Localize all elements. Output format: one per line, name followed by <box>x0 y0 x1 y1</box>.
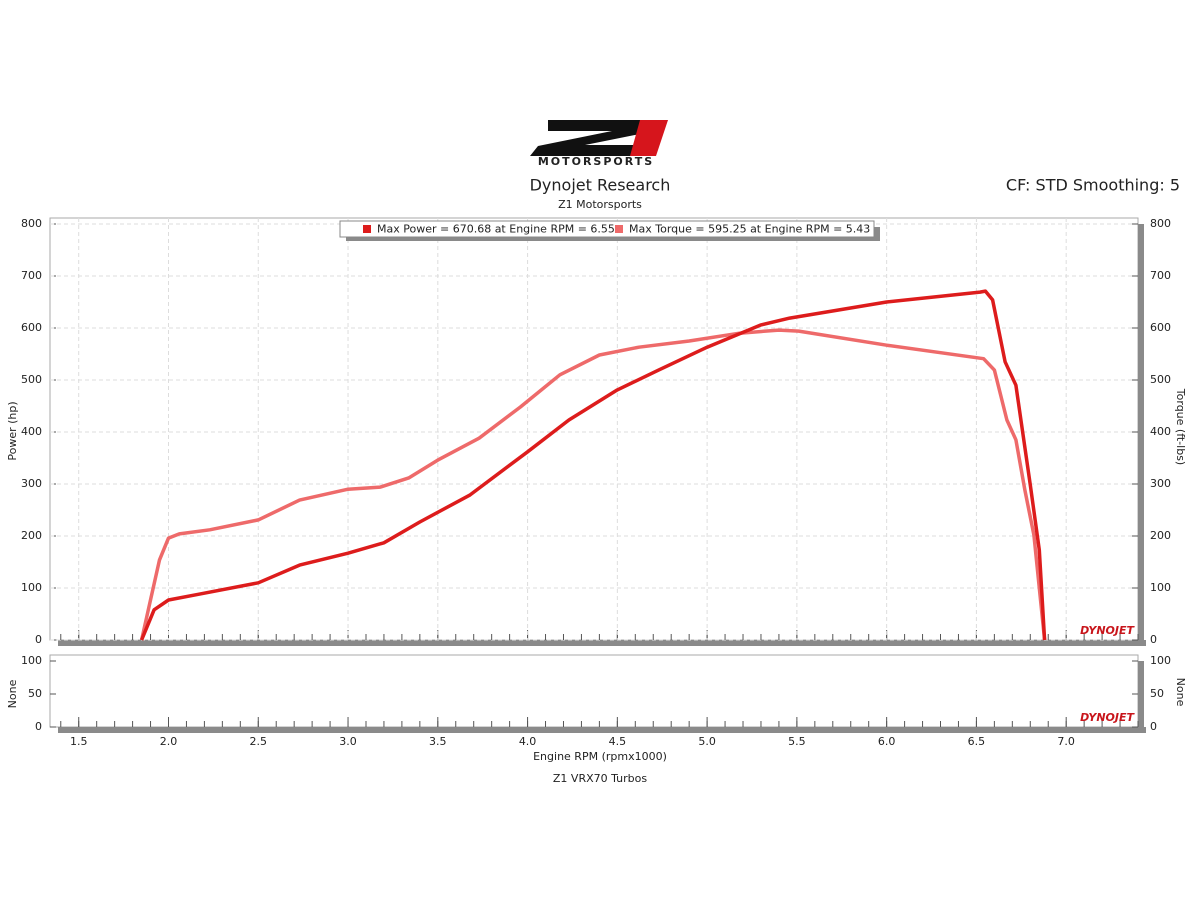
x-tick-label: 4.5 <box>609 735 627 748</box>
y-tick-label: 600 <box>21 321 42 334</box>
chart-title: Dynojet Research <box>530 176 671 195</box>
plot-frame <box>49 217 1139 641</box>
frame-shadow-bottom <box>58 727 1146 733</box>
frame-shadow-right <box>1138 224 1144 646</box>
y-tick-label: 800 <box>21 217 42 230</box>
y2-tick-label: 0 <box>1150 633 1157 646</box>
x-tick-label: 3.5 <box>429 735 447 748</box>
y2-tick-label: 400 <box>1150 425 1171 438</box>
y-tick-label: 100 <box>21 581 42 594</box>
x-tick-label: 1.5 <box>70 735 88 748</box>
y-tick-label: 0 <box>35 633 42 646</box>
legend-swatch <box>363 225 371 233</box>
x-tick-label: 5.0 <box>698 735 716 748</box>
y-axis-label: Power (hp) <box>6 401 19 460</box>
series-line <box>139 328 1047 641</box>
x-tick-label: 2.5 <box>250 735 268 748</box>
footer: Z1 VRX70 Turbos <box>553 772 647 785</box>
y-tick-label: 0 <box>35 720 42 733</box>
y2-tick-label: 600 <box>1150 321 1171 334</box>
lower-y-axis-label: None <box>6 679 19 708</box>
legend-box <box>339 220 875 238</box>
plot-frame <box>49 654 1139 728</box>
x-tick-label: 2.0 <box>160 735 178 748</box>
frame-shadow-bottom <box>58 640 1146 646</box>
y-tick-label: 400 <box>21 425 42 438</box>
x-tick-label: 6.5 <box>968 735 986 748</box>
y2-tick-label: 50 <box>1150 687 1164 700</box>
x-tick-label: 3.0 <box>339 735 357 748</box>
x-tick-label: 4.0 <box>519 735 537 748</box>
y2-tick-label: 100 <box>1150 581 1171 594</box>
logo-text: MOTORSPORTS <box>538 155 654 168</box>
y-tick-label: 300 <box>21 477 42 490</box>
y2-tick-label: 100 <box>1150 654 1171 667</box>
y-tick-label: 500 <box>21 373 42 386</box>
y2-tick-label: 200 <box>1150 529 1171 542</box>
frame-shadow-right <box>1138 661 1144 733</box>
lower-y2-axis-label: None <box>1174 678 1187 707</box>
y-tick-label: 50 <box>28 687 42 700</box>
settings-note: CF: STD Smoothing: 5 <box>1006 176 1180 195</box>
legend-swatch <box>615 225 623 233</box>
y2-axis-label: Torque (ft-lbs) <box>1174 388 1187 465</box>
x-tick-label: 5.5 <box>788 735 806 748</box>
series-line <box>139 289 1047 641</box>
chart-subtitle: Z1 Motorsports <box>558 198 642 211</box>
y2-tick-label: 0 <box>1150 720 1157 733</box>
x-axis-label: Engine RPM (rpmx1000) <box>533 750 667 763</box>
logo-one <box>630 120 668 156</box>
logo: MOTORSPORTS <box>530 120 668 168</box>
y2-tick-label: 300 <box>1150 477 1171 490</box>
x-tick-label: 6.0 <box>878 735 896 748</box>
brand-watermark: DYNOJET <box>1080 711 1135 724</box>
y2-tick-label: 800 <box>1150 217 1171 230</box>
legend-label: Max Torque = 595.25 at Engine RPM = 5.43 <box>629 223 870 236</box>
y-tick-label: 100 <box>21 654 42 667</box>
y-tick-label: 200 <box>21 529 42 542</box>
brand-watermark: DYNOJET <box>1080 624 1135 637</box>
legend-label: Max Power = 670.68 at Engine RPM = 6.55 <box>377 223 615 236</box>
y2-tick-label: 500 <box>1150 373 1171 386</box>
y2-tick-label: 700 <box>1150 269 1171 282</box>
y-tick-label: 700 <box>21 269 42 282</box>
x-tick-label: 7.0 <box>1057 735 1075 748</box>
